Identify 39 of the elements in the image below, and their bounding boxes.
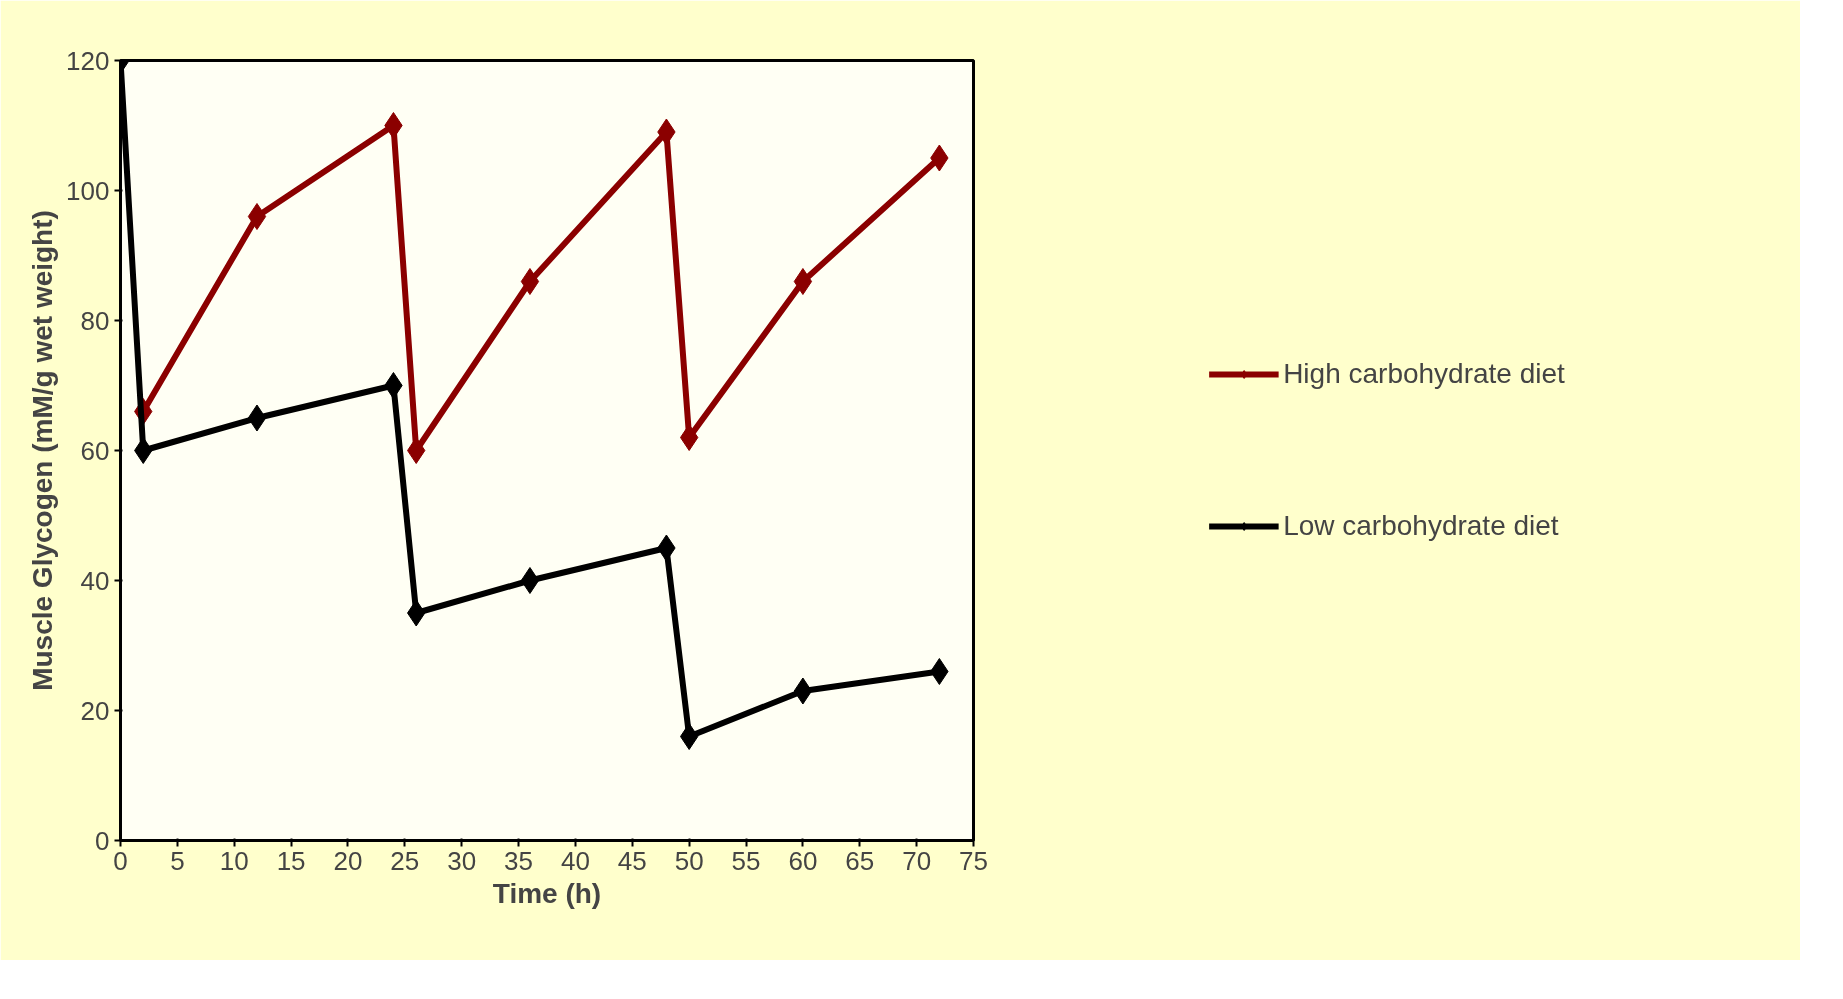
legend-label: High carbohydrate diet — [1283, 358, 1565, 390]
point — [134, 437, 153, 464]
point — [930, 658, 949, 685]
x-tick-label: 20 — [333, 845, 363, 876]
point — [384, 372, 403, 399]
point — [680, 723, 699, 750]
point — [520, 268, 540, 295]
y-tick-label: 120 — [66, 45, 110, 76]
point — [247, 404, 267, 432]
point — [247, 203, 267, 230]
point — [384, 112, 403, 139]
y-tick-label: 0 — [95, 825, 110, 856]
x-tick-label: 45 — [617, 845, 647, 876]
x-tick-label: 30 — [447, 845, 477, 876]
x-tick-label: 5 — [170, 845, 185, 876]
y-tick-label: 80 — [80, 305, 110, 336]
x-tick-label: 50 — [674, 845, 704, 876]
point — [793, 268, 813, 295]
point — [407, 437, 426, 464]
y-tick-label: 20 — [80, 695, 110, 726]
x-tick-label: 40 — [560, 845, 590, 876]
x-tick-label: 75 — [959, 845, 988, 876]
x-tick-label: 35 — [504, 845, 534, 876]
x-tick-label: 70 — [902, 845, 932, 876]
x-tick-label: 65 — [845, 845, 875, 876]
x-axis-title: Time (h) — [492, 877, 602, 909]
y-axis-title: Muscle Glycogen (mM/g wet weight) — [27, 210, 59, 691]
point — [520, 567, 540, 594]
x-tick-label: 10 — [219, 845, 249, 876]
y-tick-label: 40 — [80, 565, 110, 596]
legend-label: Low carbohydrate diet — [1283, 510, 1559, 542]
x-tick-label: 25 — [390, 845, 420, 876]
y-tick-label: 60 — [80, 435, 110, 466]
x-tick-label: 55 — [731, 845, 761, 876]
point — [793, 677, 813, 705]
x-tick-label: 15 — [276, 845, 306, 876]
x-tick-label: 60 — [788, 845, 818, 876]
y-tick-label: 100 — [66, 175, 110, 206]
point — [680, 424, 699, 451]
